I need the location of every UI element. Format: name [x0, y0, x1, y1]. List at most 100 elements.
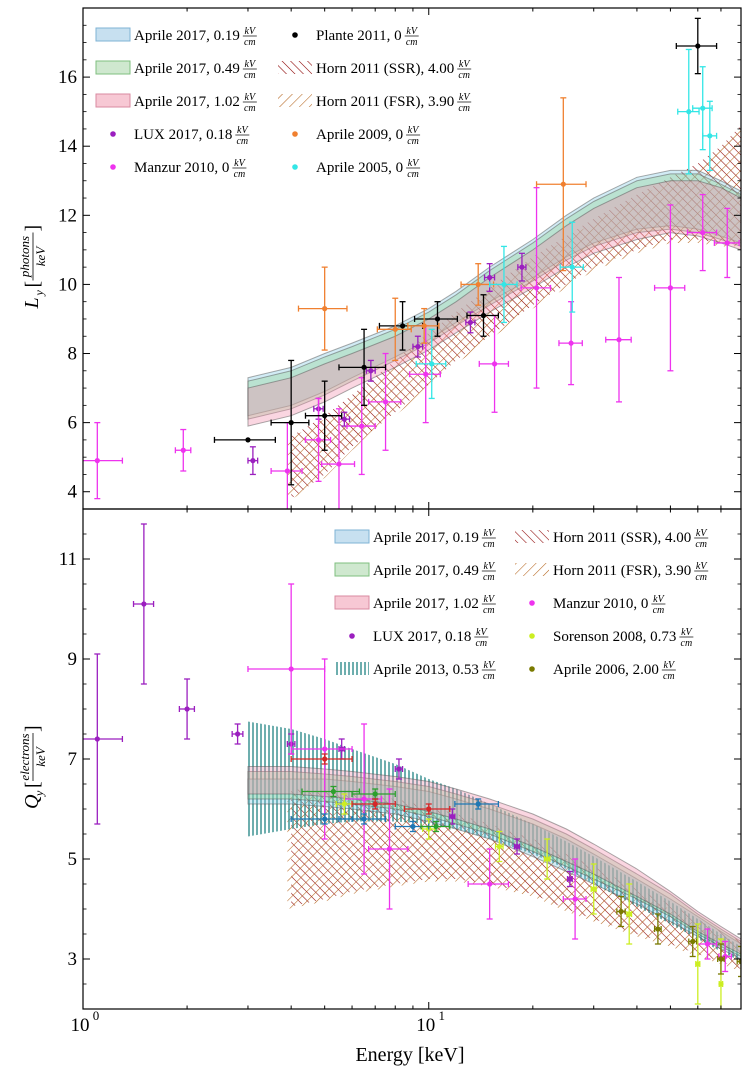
legend-frac-num: kV: [484, 561, 496, 572]
bottom-point-manzur-2010-0-1: [290, 658, 353, 840]
legend-label: Aprile 2006, 2.00: [553, 662, 659, 678]
top-marker: [667, 285, 674, 291]
top-series-manzur-2010-0: [83, 187, 740, 509]
bottom-point-sorenson-2008-0-73-5: [626, 883, 633, 945]
bottom-point-aprile-2017-pts-0-49-1: [351, 788, 396, 800]
top-point-lux-2017-0-18-5: [465, 311, 476, 334]
bottom-point-manzur-2010-0-4: [467, 848, 510, 920]
bottom-point-aprile-2006-2-00-3: [717, 943, 725, 975]
top-point-manzur-2010-0-9: [520, 187, 552, 389]
top-point-aprile-2005-0-2: [559, 221, 585, 313]
bottom-point-aprile-2017-pts-3: [454, 798, 500, 810]
top-point-plante-2011-0-1: [270, 359, 310, 486]
legend-frac-num: kV: [406, 26, 418, 37]
bottom-point-manzur-2010-0-5: [562, 858, 587, 940]
legend-swatch: [335, 662, 369, 675]
top-marker: [569, 264, 575, 270]
top-axes-frame: [82, 7, 742, 510]
top-ytick-label: 4: [68, 482, 78, 503]
bottom-marker: [372, 791, 378, 797]
bottom-marker: [514, 843, 520, 850]
top-marker: [568, 340, 574, 346]
legend-marker: [292, 131, 298, 137]
top-point-aprile-2005-0-5: [702, 100, 718, 172]
x-axis-label: Energy [keV]: [355, 1044, 464, 1066]
legend-frac-den: cm: [653, 605, 665, 616]
legend-swatch: [278, 94, 312, 107]
top-marker: [421, 323, 427, 329]
top-marker: [519, 264, 525, 270]
legend-frac-den: cm: [483, 572, 495, 583]
top-ylabel-den: keV: [33, 245, 48, 267]
legend-frac-den: cm: [483, 671, 495, 682]
bottom-marker: [487, 881, 493, 887]
top-ytick-label: 8: [68, 344, 78, 365]
bottom-point-sorenson-2008-0-73-6: [694, 923, 701, 1005]
top-marker: [392, 326, 398, 332]
bottom-point-aprile-2017-pts-0-49-2: [420, 820, 451, 833]
bottom-point-aprile-2017-pts-1: [338, 813, 387, 825]
top-point-aprile-2005-0-1: [488, 245, 518, 324]
legend-marker: [292, 164, 298, 170]
legend-marker: [349, 633, 355, 639]
legend-frac-den: cm: [234, 169, 246, 180]
legend-frac-den: cm: [695, 539, 707, 550]
legend-frac-den: cm: [475, 638, 487, 649]
bottom-point-manzur-2010-0-3: [367, 788, 409, 910]
legend-frac-num: kV: [245, 92, 257, 103]
bottom-marker: [572, 896, 578, 902]
legend-frac-den: cm: [407, 169, 419, 180]
top-marker: [491, 361, 498, 367]
legend-frac-den: cm: [407, 136, 419, 147]
bottom-marker: [695, 961, 701, 967]
bottom-point-aprile-2017-pts-1-02-1: [351, 798, 396, 810]
legend-frac-num: kV: [234, 158, 246, 169]
bottom-marker: [361, 796, 367, 802]
legend-label: Horn 2011 (FSR), 3.90: [553, 563, 691, 579]
bottom-marker: [449, 813, 455, 820]
legend-frac-den: cm: [458, 103, 470, 114]
top-point-plante-2011-0-6: [466, 294, 500, 337]
legend-marker: [110, 131, 116, 137]
x-axis: 10 0 10 1: [71, 1008, 446, 1036]
bottom-ylabel-bracket-open: [: [22, 781, 44, 788]
bottom-marker: [141, 601, 147, 607]
top-marker: [695, 43, 701, 49]
top-point-plante-2011-0-2: [304, 380, 343, 451]
top-point-manzur-2010-0-13: [686, 193, 718, 272]
legend-swatch: [278, 61, 312, 74]
bottom-marker: [322, 746, 328, 752]
bottom-series-aprile-2006-2-00: [616, 895, 741, 978]
top-ylabel-num: photons: [17, 236, 32, 278]
top-marker: [724, 240, 730, 246]
bottom-marker: [341, 801, 347, 807]
legend-frac-den: cm: [244, 103, 256, 114]
legend-frac-num: kV: [245, 59, 257, 70]
bottom-ytick-label: 9: [68, 649, 78, 670]
top-marker: [415, 344, 421, 350]
top-point-manzur-2010-0-3: [304, 397, 332, 483]
top-marker: [480, 312, 487, 319]
top-series-plante-2011-0: [213, 17, 718, 486]
bottom-marker: [386, 846, 393, 852]
legend-frac-num: kV: [237, 125, 249, 136]
top-marker: [399, 323, 406, 329]
bottom-marker: [433, 823, 439, 830]
top-marker: [341, 416, 347, 422]
bottom-y-axis-label: Qy [electrons keV]: [17, 725, 48, 809]
bottom-panel-qy: 3 5 7 9 11 Qy [electrons keV] Aprile 2017, 0.1…: [17, 508, 742, 1010]
legend-label: Aprile 2013, 0.53: [373, 662, 479, 678]
top-point-aprile-2009-0-1: [376, 297, 412, 362]
top-marker: [434, 316, 441, 322]
bottom-vhatch-aprile-2013-0-53: [247, 721, 741, 962]
bottom-ylabel-bracket-close: ]: [22, 725, 44, 732]
bottom-point-lux-2017-0-18-7: [449, 808, 456, 825]
top-marker: [359, 423, 365, 429]
legend-frac-num: kV: [484, 660, 496, 671]
legend-frac-num: kV: [459, 92, 471, 103]
